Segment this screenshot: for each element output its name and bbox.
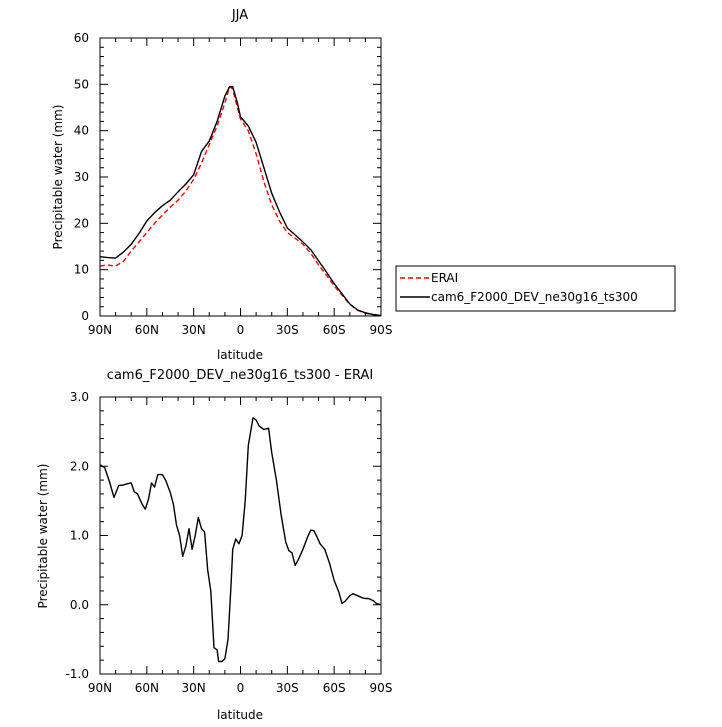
top-x-tick-label: 30S [276,323,299,337]
top-y-tick-label: 10 [74,263,89,277]
top-plot-frame [99,37,382,317]
bottom-x-tick-label: 30N [182,681,206,695]
bottom-series-line-0 [99,417,382,663]
top-chart-title: JJA [231,8,248,23]
top-x-tick-label: 60S [323,323,346,337]
top-y-tick-label: 30 [74,170,89,184]
bottom-y-tick-label: 2.0 [70,459,89,473]
bottom-y-tick-label: 3.0 [70,390,89,404]
bottom-x-tick-label: 30S [276,681,299,695]
top-x-tick-label: 0 [237,323,245,337]
bottom-series-group [99,417,382,663]
bottom-panel: cam6_F2000_DEV_ne30g16_ts300 - ERAI 90N 6… [36,368,392,722]
bottom-y-tick-label: 1.0 [70,529,89,543]
top-series-line-cam6-f2000-dev-ne30g16-ts300 [99,86,382,317]
top-x-tick-label: 90S [370,323,393,337]
bottom-y-axis-label: Precipitable water (mm) [36,464,50,609]
top-y-tick-label: 0 [81,309,89,323]
legend-erai-label: ERAI [431,271,458,285]
top-y-tick-label: 20 [74,216,89,230]
bottom-plot-frame [99,396,382,675]
top-series-line-erai [99,86,382,317]
top-x-tick-label: 60N [135,323,159,337]
top-y-tick-label: 60 [74,31,89,45]
top-x-axis-label: latitude [217,348,263,362]
top-x-tick-label: 90N [88,323,112,337]
legend-box [395,265,676,312]
top-axes: 90N 60N 30N 0 30S 60S 90S 0 10 20 30 40 50 60 [74,31,393,337]
bottom-axes: 90N 60N 30N 0 30S 60S 90S -1.0 0.0 1.0 2.0 3.0 [66,390,393,695]
top-x-tick-label: 30N [182,323,206,337]
bottom-x-axis-label: latitude [217,708,263,722]
bottom-x-tick-label: 90N [88,681,112,695]
top-series-group [99,86,382,317]
bottom-x-tick-label: 60S [323,681,346,695]
top-y-tick-label: 50 [74,77,89,91]
bottom-x-tick-label: 90S [370,681,393,695]
bottom-y-tick-label: 0.0 [70,598,89,612]
bottom-y-tick-label: -1.0 [66,667,89,681]
bottom-chart-title: cam6_F2000_DEV_ne30g16_ts300 - ERAI [107,368,373,383]
top-y-tick-label: 40 [74,124,89,138]
bottom-x-tick-label: 60N [135,681,159,695]
top-y-axis-label: Precipitable water (mm) [51,105,65,250]
bottom-x-tick-label: 0 [237,681,245,695]
top-panel: JJA 90N 60N 30N 0 30S 60S 90S 0 10 20 30 40 50 60 lat… [51,8,392,362]
legend-model-label: cam6_F2000_DEV_ne30g16_ts300 [431,290,638,304]
legend: ERAI cam6_F2000_DEV_ne30g16_ts300 [395,265,676,312]
